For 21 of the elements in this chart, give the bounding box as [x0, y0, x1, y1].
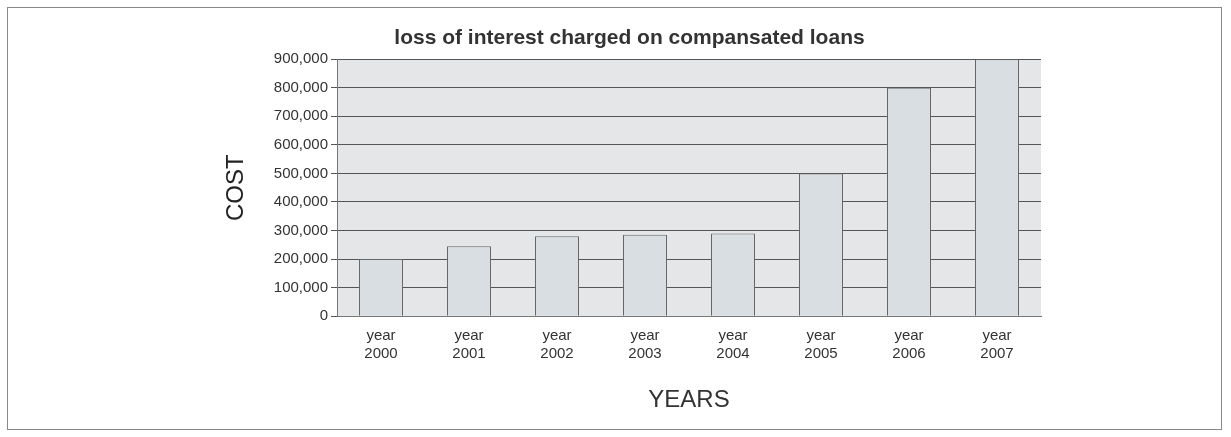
y-tick-label: 900,000 [273, 49, 329, 67]
y-tick-label: 800,000 [273, 77, 329, 95]
x-tick-label: year 2003 [628, 326, 662, 362]
x-axis-title: YEARS [648, 385, 730, 413]
y-tick-label: 300,000 [273, 220, 329, 238]
y-tick-label: 100,000 [273, 277, 329, 295]
x-tick-label: year 2006 [892, 326, 926, 362]
x-tick-label: year 2000 [364, 326, 398, 362]
x-tick-label: year 2007 [980, 326, 1014, 362]
y-tick-label: 400,000 [273, 192, 329, 210]
chart-title: loss of interest charged on compansated loans [394, 25, 865, 49]
x-tick-label: year 2005 [804, 326, 838, 362]
y-tick-label: 700,000 [273, 106, 329, 124]
y-tick-label: 600,000 [273, 135, 329, 153]
x-tick-label: year 2004 [716, 326, 750, 362]
y-axis-title: COST [221, 154, 249, 222]
x-tick-label: year 2001 [452, 326, 486, 362]
x-tick-label: year 2002 [540, 326, 574, 362]
y-tick-label: 0 [319, 306, 329, 324]
y-tick-label: 200,000 [273, 249, 329, 267]
y-tick-label: 500,000 [273, 163, 329, 181]
